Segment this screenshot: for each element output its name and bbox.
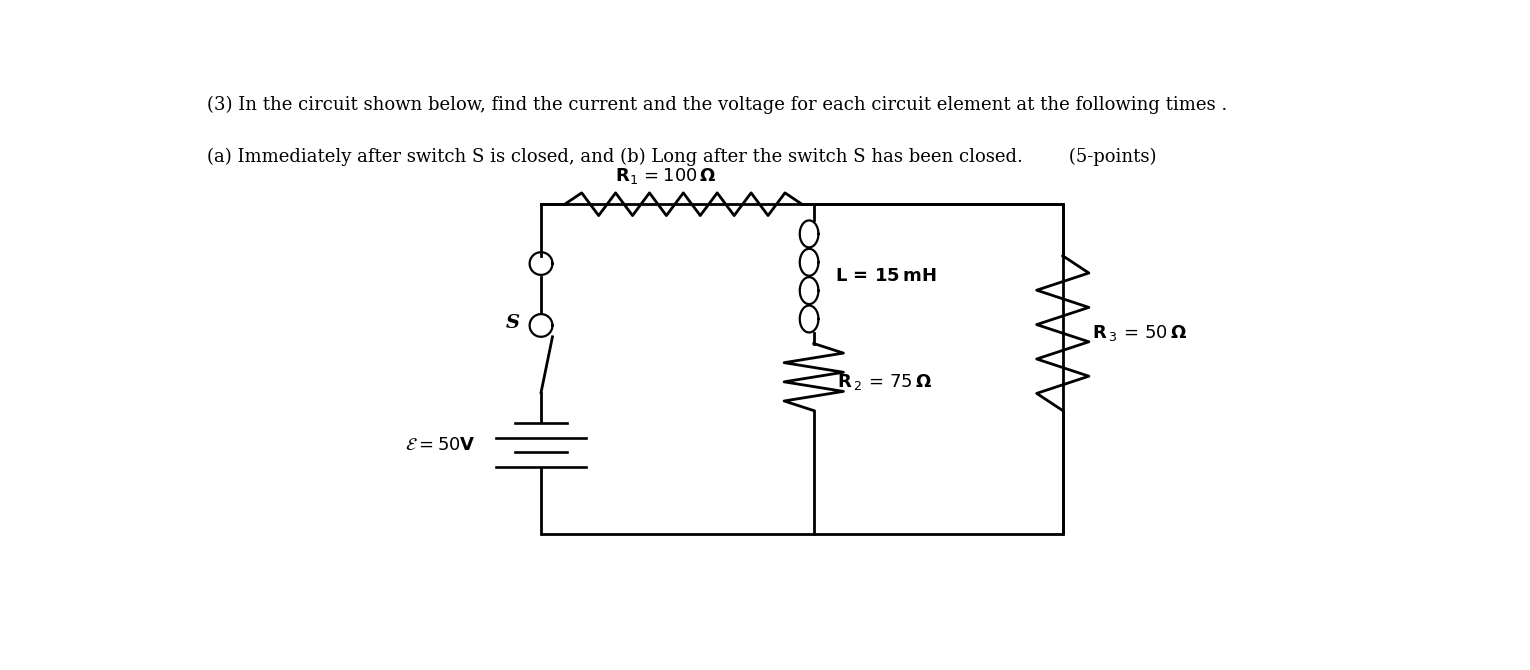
Text: (a) Immediately after switch S is closed, and (b) Long after the switch S has be: (a) Immediately after switch S is closed… <box>207 147 1157 165</box>
Text: $\bf{R}$$_{\,2}$$\,{=}\,75\,\bf{\Omega}$: $\bf{R}$$_{\,2}$$\,{=}\,75\,\bf{\Omega}$ <box>837 373 933 392</box>
Text: $\bf{R}$$_{1}$$\,{=}100\,\bf{\Omega}$: $\bf{R}$$_{1}$$\,{=}100\,\bf{\Omega}$ <box>615 166 716 186</box>
Text: $\bf{L}\,{=}\,15\,\bf{mH}$: $\bf{L}\,{=}\,15\,\bf{mH}$ <box>835 267 936 285</box>
Text: $\bf{R}$$_{\,3}$$\,{=}\,50\,\bf{\Omega}$: $\bf{R}$$_{\,3}$$\,{=}\,50\,\bf{\Omega}$ <box>1092 323 1187 343</box>
Text: $\mathbf{\mathcal{E}} = 50\mathbf{V}$: $\mathbf{\mathcal{E}} = 50\mathbf{V}$ <box>405 436 476 454</box>
Text: S: S <box>506 314 520 332</box>
Text: (3) In the circuit shown below, find the current and the voltage for each circui: (3) In the circuit shown below, find the… <box>207 96 1227 114</box>
